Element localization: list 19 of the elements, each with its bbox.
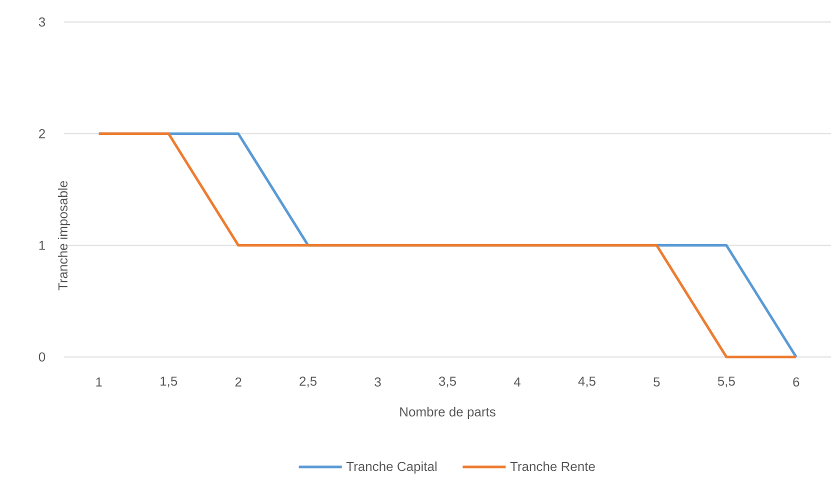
legend-label: Tranche Rente (510, 462, 595, 472)
y-axis-title: Tranche imposable (58, 181, 70, 290)
x-tick-label: 5,5 (718, 376, 735, 388)
x-tick-label: 4,5 (578, 376, 596, 388)
x-axis-title: Nombre de parts (400, 406, 496, 420)
x-tick-label: 2,5 (300, 376, 317, 388)
x-tick-label: 3,5 (438, 376, 456, 388)
x-tick-label: 3 (374, 377, 381, 387)
x-tick-label: 4 (514, 378, 520, 386)
x-tick-label: 1 (96, 378, 102, 386)
y-tick-label: 1 (39, 240, 45, 250)
y-tick-label: 2 (39, 129, 45, 138)
y-tick-label: 3 (38, 17, 46, 27)
x-tick-label: 6 (793, 377, 800, 387)
x-tick-label: 1,5 (160, 376, 178, 388)
x-tick-label: 5 (654, 377, 660, 387)
x-tick-label: 2 (235, 377, 242, 387)
y-tick-label: 0 (38, 352, 46, 362)
legend-label: Tranche Capital (346, 462, 437, 474)
